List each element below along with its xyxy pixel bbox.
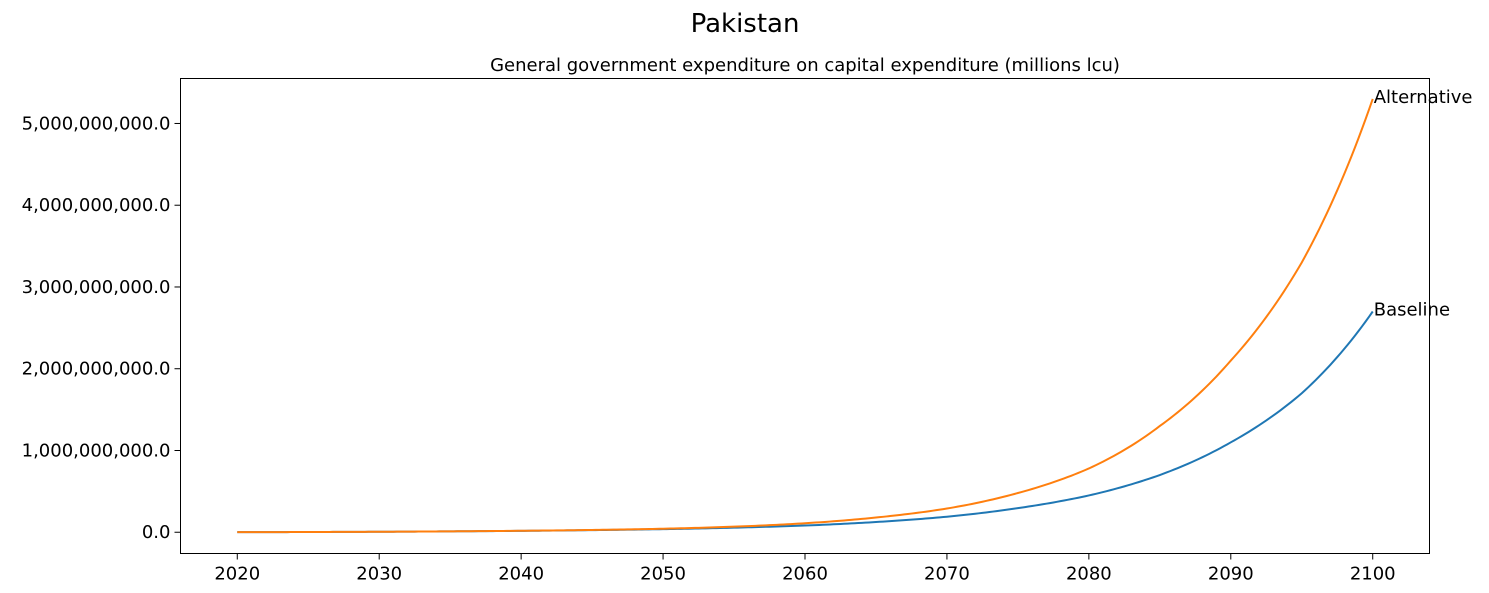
- chart-title: General government expenditure on capita…: [490, 55, 1120, 76]
- y-tick-label: 2,000,000,000.0: [22, 359, 171, 380]
- x-tick-label: 2050: [640, 564, 686, 585]
- x-tick-label: 2100: [1350, 564, 1396, 585]
- y-axis: 0.0 1,000,000,000.0 2,000,000,000.0 3,000,0…: [22, 113, 181, 543]
- figure-title: Pakistan: [691, 9, 800, 39]
- series-layer: [237, 98, 1374, 534]
- x-axis: 2020 2030 2040 2050 2060 2070 2080 2090 2100: [214, 553, 1396, 585]
- y-tick-label: 0.0: [142, 522, 171, 543]
- y-tick-label: 4,000,000,000.0: [22, 195, 171, 216]
- x-tick-label: 2070: [924, 564, 970, 585]
- x-tick-label: 2020: [214, 564, 260, 585]
- y-tick-label: 5,000,000,000.0: [22, 113, 171, 134]
- series-label-baseline: Baseline: [1374, 300, 1450, 321]
- x-tick-label: 2080: [1066, 564, 1112, 585]
- plot-frame: [180, 78, 1430, 554]
- y-tick-label: 3,000,000,000.0: [22, 277, 171, 298]
- x-tick-label: 2040: [498, 564, 544, 585]
- x-tick-label: 2090: [1208, 564, 1254, 585]
- series-line-baseline: [237, 310, 1374, 534]
- x-tick-label: 2030: [356, 564, 402, 585]
- series-line-alternative: [237, 98, 1374, 534]
- y-tick-label: 1,000,000,000.0: [22, 440, 171, 461]
- series-labels: Baseline Alternative: [1374, 87, 1473, 321]
- series-label-alternative: Alternative: [1374, 87, 1473, 108]
- x-tick-label: 2060: [782, 564, 828, 585]
